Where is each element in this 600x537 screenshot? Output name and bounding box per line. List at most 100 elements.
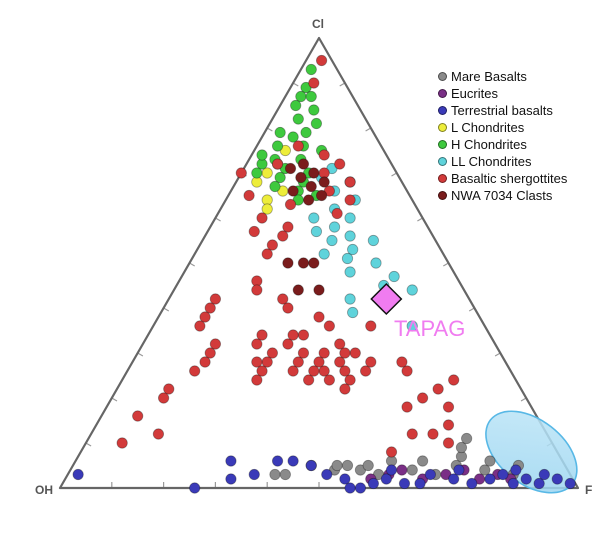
data-point — [287, 131, 299, 143]
data-point — [277, 230, 289, 242]
data-point — [339, 347, 351, 359]
data-point — [367, 234, 379, 247]
data-point — [344, 194, 356, 206]
data-point — [303, 374, 315, 386]
data-point — [297, 257, 310, 269]
data-point — [318, 176, 330, 188]
data-point — [292, 113, 304, 125]
data-point — [158, 392, 170, 404]
data-point — [315, 189, 328, 202]
data-point — [339, 473, 351, 485]
data-point — [510, 464, 522, 476]
data-point — [427, 428, 439, 440]
data-point — [204, 347, 216, 359]
vertex-label-left: OH — [35, 483, 53, 497]
legend-swatch — [438, 72, 447, 81]
data-point — [344, 176, 356, 188]
data-point — [424, 468, 436, 481]
data-point — [448, 473, 460, 485]
data-point — [533, 477, 545, 490]
data-point — [308, 104, 320, 116]
data-point — [406, 464, 418, 476]
data-point — [297, 347, 310, 359]
data-points — [72, 54, 576, 494]
data-point — [308, 257, 320, 269]
legend-item: Eucrites — [438, 85, 567, 102]
data-point — [282, 257, 294, 269]
data-point — [313, 356, 325, 368]
data-point — [251, 167, 263, 179]
data-point — [341, 459, 354, 472]
data-point — [209, 293, 221, 305]
data-point — [287, 365, 299, 377]
legend-item: L Chondrites — [438, 119, 567, 136]
data-point — [396, 356, 408, 368]
data-point — [292, 284, 304, 296]
data-point — [256, 365, 268, 377]
data-point — [189, 365, 201, 377]
data-point — [282, 221, 294, 233]
data-point — [323, 320, 335, 332]
data-point — [305, 459, 317, 472]
composition-field — [485, 410, 578, 494]
tapag-point — [370, 282, 403, 316]
data-point — [321, 468, 333, 481]
data-point — [269, 468, 281, 481]
data-point — [416, 392, 429, 404]
data-point — [344, 230, 356, 242]
data-point — [401, 401, 413, 413]
legend-swatch — [438, 191, 447, 200]
data-point — [305, 63, 317, 76]
data-point — [564, 477, 576, 490]
data-point — [209, 338, 221, 350]
data-point — [271, 140, 284, 152]
data-point — [308, 365, 320, 377]
data-point — [243, 189, 255, 202]
legend-item: LL Chondrites — [438, 153, 567, 170]
data-point — [365, 320, 377, 332]
data-point — [284, 162, 297, 175]
vertex-label-right: F — [585, 483, 593, 497]
data-point — [497, 468, 509, 481]
data-point — [538, 468, 550, 481]
data-point — [385, 446, 398, 458]
data-point — [406, 284, 418, 296]
data-point — [360, 365, 372, 377]
data-point — [282, 338, 294, 350]
legend-item: Terrestrial basalts — [438, 102, 567, 119]
data-point — [520, 473, 532, 485]
data-point — [507, 477, 519, 490]
legend-label: H Chondrites — [451, 137, 527, 152]
data-point — [269, 180, 281, 193]
data-point — [295, 171, 307, 184]
data-point — [414, 477, 426, 490]
data-point — [152, 428, 165, 440]
data-point — [277, 293, 289, 305]
data-point — [344, 293, 356, 305]
data-point — [453, 464, 465, 476]
data-point — [318, 347, 330, 359]
data-point — [310, 117, 323, 130]
data-point — [308, 167, 320, 179]
ternary-triangle — [58, 36, 580, 490]
data-point — [406, 320, 418, 332]
data-point — [297, 329, 310, 341]
chart-legend: Mare Basalts Eucrites Terrestrial basalt… — [438, 68, 567, 204]
legend-swatch — [438, 89, 447, 98]
legend-label: Terrestrial basalts — [451, 103, 553, 118]
data-point — [261, 203, 273, 215]
data-point — [199, 311, 211, 323]
data-point — [442, 401, 455, 413]
legend-item: H Chondrites — [438, 136, 567, 153]
legend-swatch — [438, 123, 447, 132]
data-point — [282, 302, 294, 314]
data-point — [132, 410, 144, 422]
data-point — [279, 468, 291, 481]
legend-swatch — [438, 140, 447, 149]
data-point — [484, 455, 496, 467]
data-point — [261, 248, 273, 260]
data-point — [331, 459, 343, 472]
data-point — [315, 54, 328, 67]
data-point — [341, 252, 354, 265]
legend-swatch — [438, 157, 447, 166]
